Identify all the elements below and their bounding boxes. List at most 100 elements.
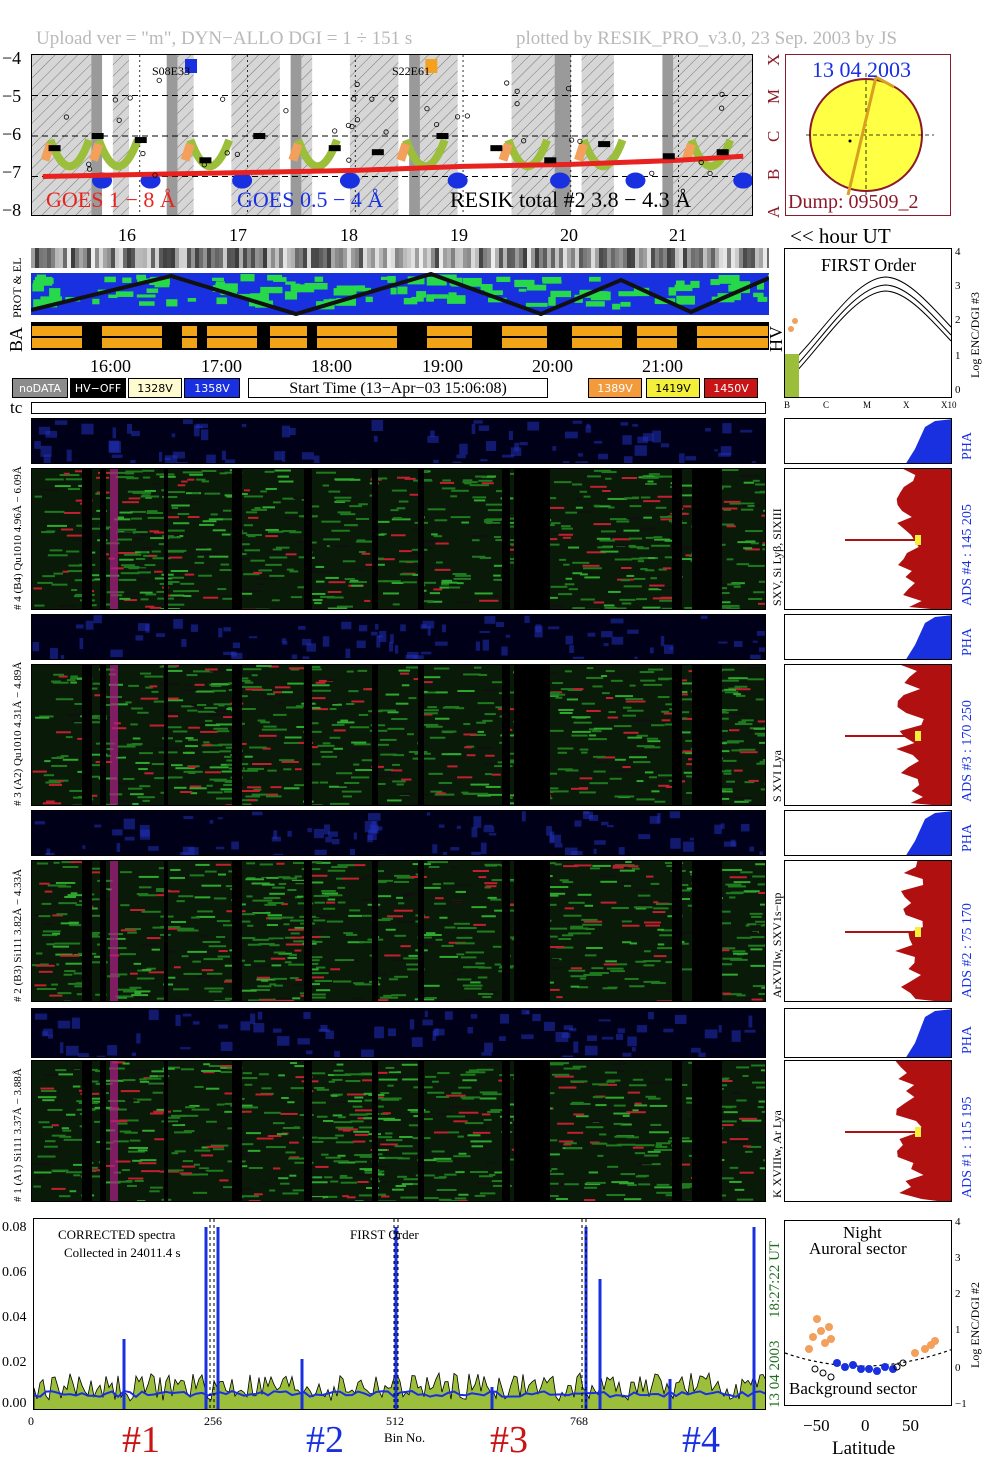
spec-cell [242,668,262,671]
spec-cell [326,901,336,904]
spec-cell [267,550,286,553]
spec-cell [146,510,158,513]
spec-cell [757,1106,764,1109]
spec-cell [648,588,662,591]
pha-cell [148,1009,159,1020]
spec-cell [476,1181,490,1184]
el-cell [279,248,283,268]
pha-cell [322,636,330,647]
spec-cell [44,510,65,513]
spec-cell [758,580,765,583]
spec-cell [762,758,765,761]
spec-cell [571,1101,584,1104]
pha-cell [193,424,200,437]
spec-cell [239,1195,259,1198]
spec-cell [352,1140,366,1143]
spec-cell [755,725,763,728]
spec-cell [465,951,485,954]
spec-cell [432,883,442,886]
el-cell [111,248,115,268]
spec-cell [645,482,657,485]
spec-cell [438,1198,452,1201]
pha-cell [190,624,199,632]
prot-green [728,284,742,292]
spec-cell [149,1112,164,1115]
pha-cell [524,615,530,623]
pha-cell [116,842,121,853]
spec-cell [586,608,600,609]
pha-cell [375,624,379,630]
el-cell [147,248,151,268]
spec-cell [187,478,195,481]
spec-cell [652,911,666,914]
spec-cell [40,1090,57,1093]
spec-cell [165,669,183,672]
pha-cell [648,1011,654,1020]
spec-cell [467,1134,481,1137]
ba-segment [637,338,677,348]
spec-cell [608,607,627,609]
spec-cell [119,800,130,803]
spec-cell [126,1184,137,1187]
prot-green [336,285,357,290]
spec-cell [731,1092,741,1095]
spec-cell [58,1195,71,1198]
spec-cell [209,669,225,672]
ads-histogram-chart [845,861,951,1001]
gap [672,469,682,609]
resik-point [112,97,118,103]
el-cell [591,248,595,268]
spec-cell [334,496,352,499]
spec-cell [223,1186,238,1189]
pha-cell [674,1014,687,1024]
spec-cell [265,528,279,531]
el-cell [463,248,467,268]
spec-cell [196,478,206,481]
spec-cell [189,787,207,790]
spec-cell [637,547,650,550]
gap [82,861,92,1001]
spec-cell [721,592,730,595]
spec-cell [220,1064,238,1067]
spec-cell [636,903,650,906]
gap [372,665,378,805]
pha-cell [720,823,725,829]
spec-cell [288,667,306,670]
spec-cell [241,1110,252,1113]
spec-cell [757,734,765,737]
spec-cell [466,754,476,757]
pha-cell [273,830,278,840]
spec-cell [195,548,212,551]
spec-cell [149,685,158,688]
spec-cell [458,1199,468,1201]
spec-cell [364,1099,374,1102]
night-point [849,1361,857,1369]
spec-cell [269,983,277,986]
el-cell [79,248,83,268]
spec-cell [58,605,76,608]
spec-cell [627,736,643,739]
spec-cell [315,681,326,684]
gap [232,1061,242,1201]
spec-cell [44,760,51,763]
prot-green [284,291,298,300]
spec-cell [657,947,676,950]
el-cell [719,248,723,268]
spec-cell [593,523,611,526]
spec-cell [746,730,754,733]
resik-point [234,151,240,157]
spec-cell [282,877,298,880]
spec-cell [579,777,593,780]
spec-cell [423,723,439,726]
time-tick: 21:00 [642,356,684,376]
resik-total-seg [716,149,729,156]
spec-cell [739,475,760,478]
pha-cell [281,638,287,643]
spec-cell [479,1126,487,1129]
spec-cell [602,490,611,493]
ads-marker [915,927,921,937]
spec-cell [372,895,392,898]
spec-cell [750,936,765,939]
spec-cell [723,508,732,511]
spec-cell [153,1110,171,1113]
